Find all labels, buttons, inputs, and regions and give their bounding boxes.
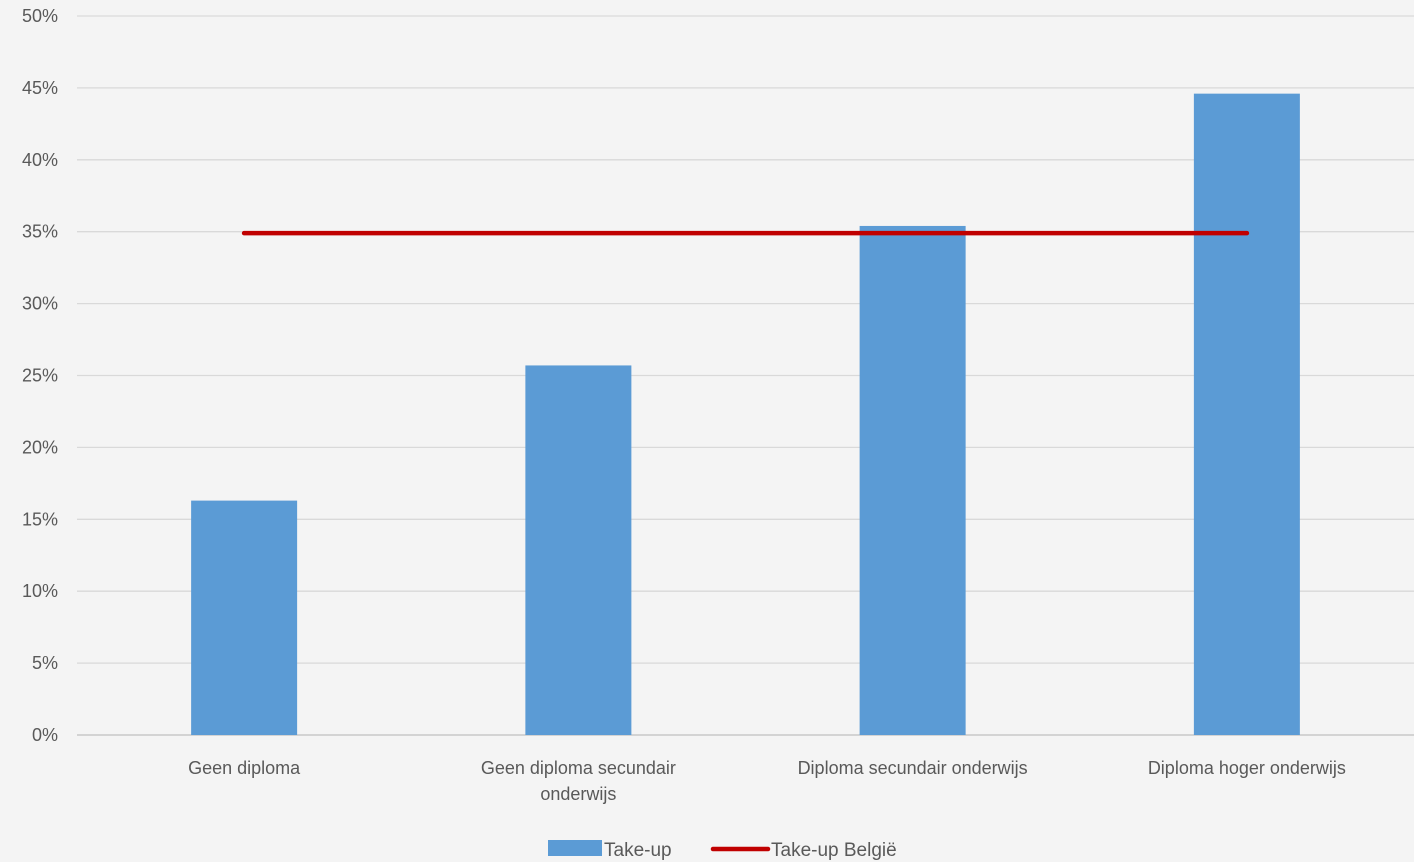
y-tick-label: 0% — [32, 725, 58, 745]
legend-label-take-up: Take-up — [604, 840, 672, 861]
x-tick-label: Geen diploma secundair onderwijs — [481, 758, 676, 804]
legend-label-take-up-belgie: Take-up België — [771, 840, 897, 861]
y-axis-tick-labels: 0% 5% 10% 15% 20% 25% 30% 35% 40% 45% 50% — [22, 6, 58, 745]
y-tick-label: 15% — [22, 509, 58, 529]
y-tick-label: 30% — [22, 294, 58, 314]
bar-series-take-up — [191, 93, 1300, 736]
y-tick-label: 5% — [32, 653, 58, 673]
bar-take-up — [525, 365, 632, 735]
x-tick-label: Diploma secundair onderwijs — [798, 758, 1028, 778]
y-tick-label: 10% — [22, 581, 58, 601]
x-tick-label: Geen diploma — [188, 758, 301, 778]
legend-swatch-take-up — [548, 840, 602, 856]
y-tick-label: 25% — [22, 366, 58, 386]
y-tick-label: 35% — [22, 222, 58, 242]
y-tick-label: 40% — [22, 150, 58, 170]
x-tick-label: Diploma hoger onderwijs — [1148, 758, 1346, 778]
x-axis-tick-labels: Geen diploma Geen diploma secundair onderw… — [188, 758, 1346, 804]
gridlines — [77, 15, 1414, 736]
y-tick-label: 45% — [22, 78, 58, 98]
bar-take-up — [191, 500, 298, 735]
legend: Take-up Take-up België — [548, 840, 897, 861]
bar-take-up — [1193, 93, 1300, 736]
y-tick-label: 20% — [22, 437, 58, 457]
y-tick-label: 50% — [22, 6, 58, 26]
bar-take-up — [859, 225, 966, 735]
